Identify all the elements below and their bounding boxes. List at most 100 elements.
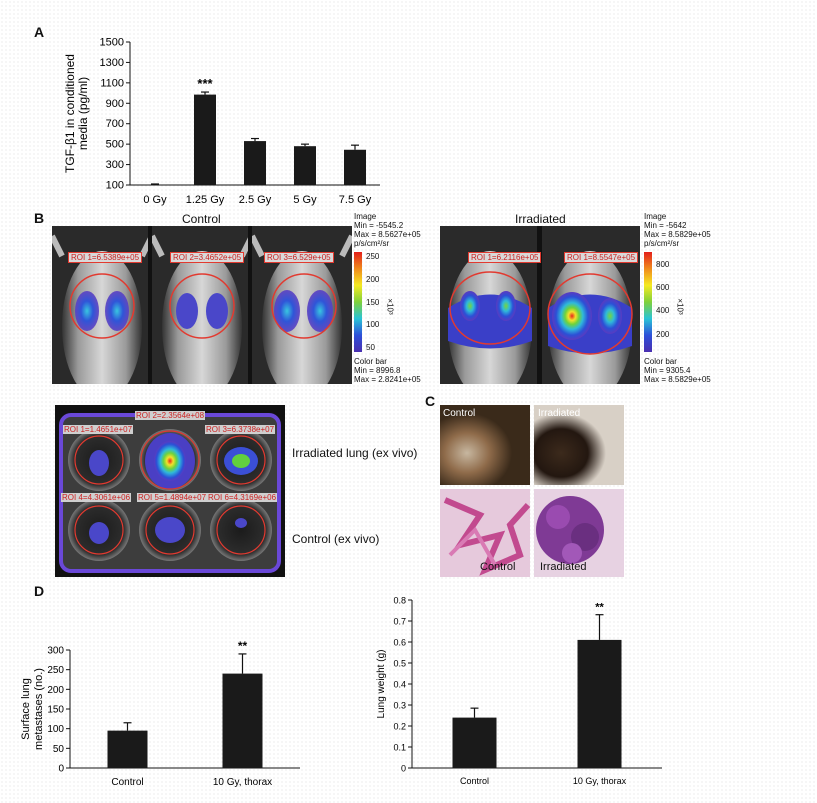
bar xyxy=(452,717,497,768)
y-tick-label: 1100 xyxy=(100,77,124,89)
exvivo-plate-image: ROI 1=1.4651e+07 ROI 2=2.3564e+08 ROI 3=… xyxy=(55,405,285,577)
y-tick-label: 700 xyxy=(106,118,124,130)
irradiated-cbar-max: Max = 8.5829e+05 xyxy=(644,375,711,384)
y-axis-label: TGF-β1 in conditionedmedia (pg/ml) xyxy=(63,54,90,173)
bar xyxy=(107,730,148,768)
control-scale-image-label: Image xyxy=(354,212,377,221)
irradiated-mouse-image xyxy=(440,226,640,384)
mouse-3 xyxy=(249,234,352,384)
control-tick-250: 250 xyxy=(366,252,380,261)
control-colorbar xyxy=(354,252,362,352)
bar xyxy=(222,673,263,768)
exvivo-roi-3: ROI 3=6.3738e+07 xyxy=(205,425,276,434)
y-tick-label: 0.2 xyxy=(393,722,406,732)
irradiated-tick-200: 200 xyxy=(656,330,670,339)
irradiated-roi-1: ROI 1=6.2116e+05 xyxy=(468,252,542,263)
y-tick-label: 0.5 xyxy=(393,659,406,669)
exvivo-control-label: Control (ex vivo) xyxy=(292,532,380,546)
y-tick-label: 250 xyxy=(47,665,64,676)
irradiated-roi-2: ROI 1=8.5547e+05 xyxy=(564,252,639,263)
histology-bottom-irradiated: Irradiated xyxy=(540,561,587,573)
x-tick-label: Control xyxy=(460,776,489,786)
bar xyxy=(344,149,366,185)
control-scale-units: p/s/cm²/sr xyxy=(354,239,390,248)
x-tick-label: 1.25 Gy xyxy=(186,194,225,206)
histology-panel: Control Irradiated Control Irradiated xyxy=(440,405,624,577)
irradiated-imaging-panel: Irradiated ROI 1=6.2116e+05 ROI 1=8.5547… xyxy=(440,212,640,384)
y-tick-label: 300 xyxy=(47,646,64,657)
histology-images xyxy=(440,405,624,577)
irradiated-title: Irradiated xyxy=(515,212,566,226)
control-imaging-panel: Control xyxy=(52,212,352,384)
irradiated-scale-image-label: Image xyxy=(644,212,667,221)
y-tick-label: 0 xyxy=(401,764,406,774)
lung-weight-bar-chart: 0 0.1 0.2 0.3 0.4 0.5 0.6 0.7 0.8 Control ** 10 Gy,… xyxy=(376,596,662,786)
bar xyxy=(144,184,166,185)
y-tick-label: 0.4 xyxy=(393,680,406,690)
irradiated-tick-600: 600 xyxy=(656,283,670,292)
histology-top-irradiated: Irradiated xyxy=(538,408,581,419)
x-tick-label: 0 Gy xyxy=(143,194,167,206)
significance-marker: *** xyxy=(197,76,213,91)
control-scale-min: Min = -5545.2 xyxy=(354,221,404,230)
y-tick-label: 0.8 xyxy=(393,596,406,606)
y-tick-label: 50 xyxy=(53,744,65,755)
control-cbar-max: Max = 2.8241e+05 xyxy=(354,375,421,384)
control-tick-50: 50 xyxy=(366,343,375,352)
control-scale-max: Max = 8.5627e+05 xyxy=(354,230,421,239)
panel-label-c: C xyxy=(425,393,436,409)
control-tick-150: 150 xyxy=(366,298,380,307)
bar xyxy=(577,639,622,768)
control-exponent: ×10³ xyxy=(385,298,395,315)
y-tick-label: 0.7 xyxy=(393,617,406,627)
irradiated-scale: Image Min = -5642 Max = 8.5829e+05 p/s/c… xyxy=(644,212,714,384)
y-tick-label: 300 xyxy=(106,159,124,171)
exvivo-roi-6: ROI 6=4.3169e+06 xyxy=(207,493,278,502)
exvivo-roi-4: ROI 4=4.3061e+06 xyxy=(61,493,132,502)
y-tick-label: 0 xyxy=(58,764,64,775)
irradiated-cbar-min: Min = 9305.4 xyxy=(644,366,691,375)
control-mouse-image xyxy=(52,226,352,384)
panel-label-d: D xyxy=(34,583,45,599)
control-roi-2: ROI 2=3.4652e+05 xyxy=(170,252,245,263)
significance-marker: ** xyxy=(595,602,604,614)
y-tick-label: 0.3 xyxy=(393,701,406,711)
y-tick-label: 500 xyxy=(106,139,124,151)
irradiated-tick-800: 800 xyxy=(656,260,670,269)
control-cbar-label: Color bar xyxy=(354,357,387,366)
y-tick-label: 100 xyxy=(47,724,64,735)
bar xyxy=(244,141,266,185)
control-tick-200: 200 xyxy=(366,275,380,284)
panel-label-b: B xyxy=(34,210,45,226)
x-tick-label: 2.5 Gy xyxy=(239,194,272,206)
panel-label-a: A xyxy=(34,24,45,40)
histology-top-control: Control xyxy=(443,408,476,419)
y-tick-label: 0.6 xyxy=(393,638,406,648)
irradiated-cbar-label: Color bar xyxy=(644,357,677,366)
control-roi-3: ROI 3=6.529e+05 xyxy=(264,252,334,263)
irradiated-scale-min: Min = -5642 xyxy=(644,221,687,230)
bar xyxy=(194,94,216,185)
y-axis-label: Surface lungmetastases (no.) xyxy=(20,668,45,750)
irradiated-exponent: ×10³ xyxy=(675,298,685,315)
y-tick-label: 0.1 xyxy=(393,743,406,753)
exvivo-roi-1: ROI 1=1.4651e+07 xyxy=(63,425,134,434)
irradiated-colorbar xyxy=(644,252,652,352)
metastases-bar-chart: 0 50 100 150 200 250 300 Control ** 10 Gy, thorax… xyxy=(20,639,300,788)
x-tick-label: 5 Gy xyxy=(293,194,317,206)
y-tick-label: 100 xyxy=(106,180,124,192)
control-scale: Image Min = -5545.2 Max = 8.5627e+05 p/s… xyxy=(354,212,424,384)
control-cbar-min: Min = 8996.8 xyxy=(354,366,401,375)
y-tick-label: 200 xyxy=(47,685,64,696)
x-tick-label: 10 Gy, thorax xyxy=(213,777,272,788)
exvivo-irradiated-label: Irradiated lung (ex vivo) xyxy=(292,446,418,460)
x-tick-label: 7.5 Gy xyxy=(339,194,372,206)
exvivo-roi-5: ROI 5=1.4894e+07 xyxy=(137,493,208,502)
y-tick-label: 1500 xyxy=(100,37,124,49)
irradiated-tick-400: 400 xyxy=(656,306,670,315)
y-tick-label: 900 xyxy=(106,98,124,110)
bar xyxy=(294,146,316,185)
control-title: Control xyxy=(182,212,221,226)
exvivo-roi-2: ROI 2=2.3564e+08 xyxy=(135,411,206,420)
y-axis-label: Lung weight (g) xyxy=(376,650,387,719)
